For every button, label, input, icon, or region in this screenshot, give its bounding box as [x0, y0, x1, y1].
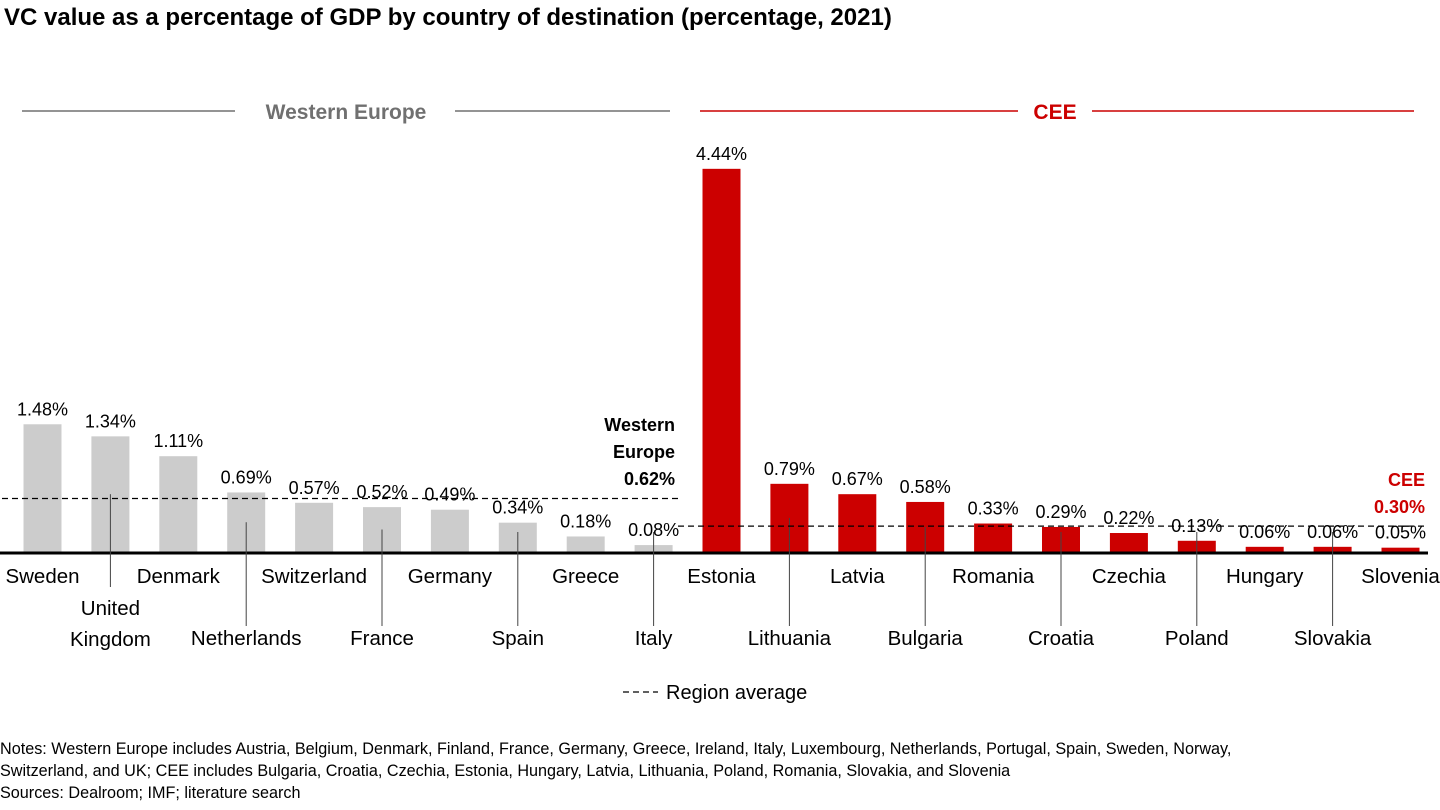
bar-chart: 1.48% Sweden 1.34% United Kingdom 1.11% Denmar…	[0, 101, 1440, 704]
category-label: Slovakia	[1294, 627, 1372, 650]
bar-hungary	[1245, 546, 1284, 552]
notes-line-1: Notes: Western Europe includes Austria, …	[0, 740, 1232, 758]
average-label-western-europe: Europe	[613, 442, 675, 462]
category-label: Germany	[408, 565, 493, 588]
value-label: 0.79%	[764, 459, 815, 479]
legend-label: Region average	[666, 682, 807, 704]
bar-switzerland	[295, 502, 334, 552]
value-label: 0.06%	[1307, 522, 1358, 542]
category-label: Italy	[635, 627, 673, 650]
value-label: 1.48%	[17, 399, 68, 419]
value-label: 0.33%	[968, 499, 1019, 519]
region-headers: Western Europe CEE	[22, 101, 1414, 124]
value-label: 0.18%	[560, 511, 611, 531]
region-label-western-europe: Western Europe	[266, 101, 427, 124]
labels-layer: 1.48% Sweden 1.34% United Kingdom 1.11% Denmar…	[5, 144, 1440, 651]
bar-germany	[430, 509, 469, 552]
value-label: 0.34%	[492, 498, 543, 518]
average-value-western-europe: 0.62%	[624, 469, 675, 489]
average-value-cee: 0.30%	[1374, 497, 1425, 517]
region-label-cee: CEE	[1033, 101, 1076, 124]
value-label: 0.06%	[1239, 522, 1290, 542]
chart-title: VC value as a percentage of GDP by count…	[4, 4, 892, 31]
category-label: Hungary	[1226, 565, 1304, 588]
value-label: 0.49%	[424, 485, 475, 505]
category-label: Slovenia	[1361, 565, 1440, 588]
category-label: Romania	[952, 565, 1035, 588]
value-label: 0.22%	[1103, 508, 1154, 528]
value-label: 0.13%	[1171, 516, 1222, 536]
value-label: 0.08%	[628, 520, 679, 540]
category-label: Denmark	[137, 565, 221, 588]
legend: Region average	[623, 682, 807, 704]
category-label: Kingdom	[70, 628, 151, 651]
category-label: Croatia	[1028, 627, 1095, 650]
value-label: 0.69%	[221, 467, 272, 487]
category-label: Bulgaria	[888, 627, 964, 650]
bar-slovenia	[1381, 547, 1420, 552]
category-label: France	[350, 627, 414, 650]
category-label: Netherlands	[191, 627, 302, 650]
bar-latvia	[838, 494, 877, 552]
average-label-western-europe: Western	[604, 415, 675, 435]
bar-romania	[974, 523, 1013, 552]
notes-line-2: Switzerland, and UK; CEE includes Bulgar…	[0, 762, 1011, 780]
notes-line-3: Sources: Dealroom; IMF; literature searc…	[0, 784, 301, 802]
bar-czechia	[1109, 533, 1148, 552]
bar-estonia	[702, 168, 741, 552]
value-label: 1.34%	[85, 411, 136, 431]
category-label: Czechia	[1092, 565, 1167, 588]
value-label: 1.11%	[153, 431, 203, 451]
bars-layer	[0, 168, 1428, 555]
category-label: United	[81, 597, 140, 620]
category-label: Estonia	[687, 565, 756, 588]
category-label: Sweden	[5, 565, 79, 588]
bar-denmark	[159, 456, 198, 552]
region-averages: Western Europe 0.62% CEE 0.30%	[2, 415, 1428, 527]
value-label: 0.52%	[356, 482, 407, 502]
value-label: 0.05%	[1375, 523, 1426, 543]
category-label: Latvia	[830, 565, 885, 588]
value-label: 0.57%	[289, 478, 340, 498]
value-label: 0.67%	[832, 469, 883, 489]
category-label: Poland	[1165, 627, 1229, 650]
value-label: 0.29%	[1035, 502, 1086, 522]
value-label: 0.58%	[900, 477, 951, 497]
value-label: 4.44%	[696, 144, 747, 164]
category-label: Spain	[492, 627, 544, 650]
category-label: Lithuania	[748, 627, 832, 650]
category-label: Greece	[552, 565, 619, 588]
bar-greece	[566, 536, 605, 552]
category-label: Switzerland	[261, 565, 367, 588]
bar-sweden	[23, 424, 62, 552]
notes: Notes: Western Europe includes Austria, …	[0, 738, 1440, 804]
average-label-cee: CEE	[1388, 470, 1425, 490]
